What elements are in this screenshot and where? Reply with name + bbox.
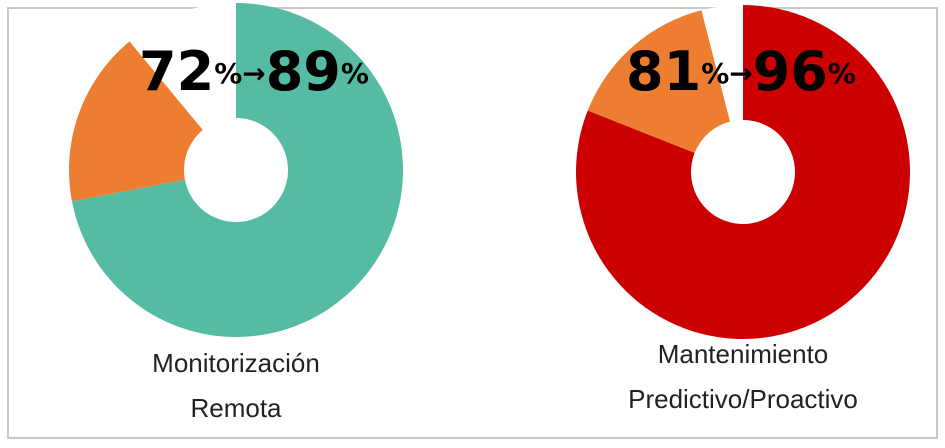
headline: 81%→96% xyxy=(626,40,856,103)
headline-from: 81 xyxy=(626,40,701,103)
headline-to: 96 xyxy=(753,40,828,103)
chart-label: Mantenimiento xyxy=(658,339,829,369)
slice xyxy=(701,5,743,122)
chart-label: Predictivo/Proactivo xyxy=(628,384,858,414)
headline-unit: % xyxy=(828,57,856,90)
headline-unit: % xyxy=(701,57,729,90)
slice xyxy=(587,10,731,153)
slice xyxy=(129,3,236,130)
chart-label: Remota xyxy=(190,393,282,423)
headline-to: 89 xyxy=(266,40,341,103)
slice xyxy=(71,3,404,338)
slice xyxy=(576,5,911,339)
headline-arrow: → xyxy=(729,57,752,90)
headline-unit: % xyxy=(214,57,242,90)
headline: 72%→89% xyxy=(139,40,369,103)
headline-unit: % xyxy=(341,57,369,90)
chart-label: Monitorización xyxy=(152,348,320,378)
headline-arrow: → xyxy=(242,57,265,90)
slice xyxy=(69,41,203,202)
headline-from: 72 xyxy=(139,40,214,103)
